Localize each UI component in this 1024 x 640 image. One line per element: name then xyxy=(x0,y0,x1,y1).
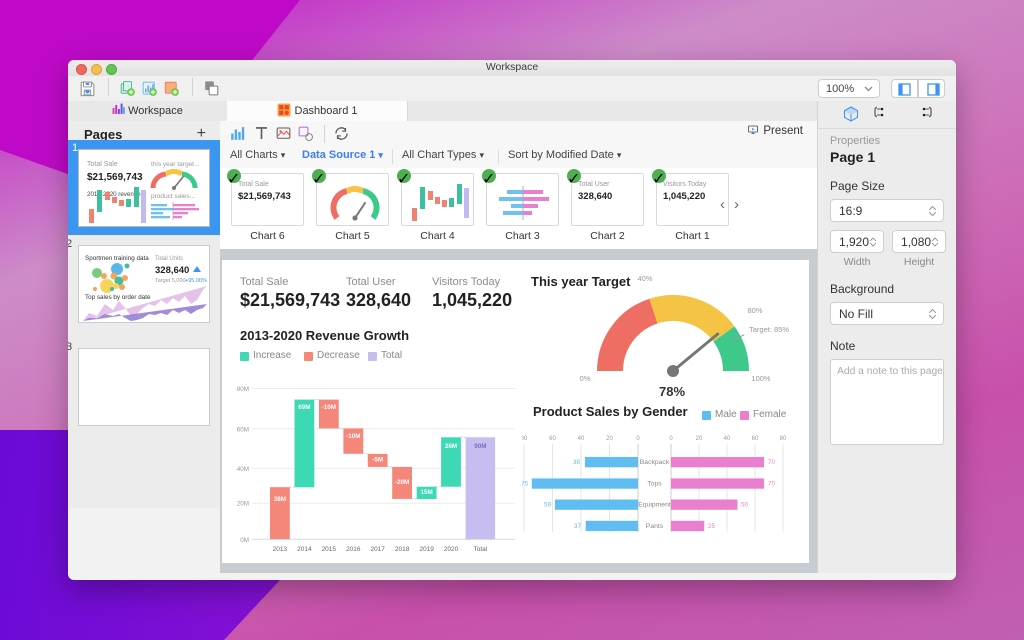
svg-text:this year target...: this year target... xyxy=(151,161,200,168)
svg-text:15M: 15M xyxy=(420,489,432,496)
svg-text:80: 80 xyxy=(780,436,787,442)
svg-text:2015: 2015 xyxy=(322,546,337,553)
svg-text:60: 60 xyxy=(752,436,759,442)
svg-text:-10M: -10M xyxy=(322,404,336,411)
svg-text:38M: 38M xyxy=(274,496,286,503)
svg-text:80M: 80M xyxy=(237,386,249,393)
svg-text:26M: 26M xyxy=(445,443,457,450)
svg-text:40M: 40M xyxy=(237,465,249,472)
svg-text:$21,569,743: $21,569,743 xyxy=(87,172,143,183)
svg-text:-10M: -10M xyxy=(346,432,360,439)
svg-text:20M: 20M xyxy=(237,500,249,507)
svg-text:37: 37 xyxy=(574,522,582,529)
svg-text:+95.00%: +95.00% xyxy=(185,278,207,284)
svg-text:80: 80 xyxy=(522,436,528,442)
svg-text:69M: 69M xyxy=(298,404,310,411)
svg-text:70: 70 xyxy=(768,480,776,487)
svg-text:75: 75 xyxy=(522,480,528,487)
svg-text:2014: 2014 xyxy=(297,546,312,553)
svg-text:40: 40 xyxy=(578,436,585,442)
svg-text:0: 0 xyxy=(669,436,673,442)
svg-text:2019: 2019 xyxy=(419,546,434,553)
svg-text:40%: 40% xyxy=(637,274,652,283)
svg-text:90M: 90M xyxy=(474,443,486,450)
svg-text:Backpack: Backpack xyxy=(640,459,670,466)
svg-text:20: 20 xyxy=(696,436,703,442)
svg-text:Total Units: Total Units xyxy=(155,256,183,262)
svg-text:-20M: -20M xyxy=(395,478,409,485)
svg-text:2013: 2013 xyxy=(273,546,288,553)
svg-text:2016: 2016 xyxy=(346,546,361,553)
svg-text:Pants: Pants xyxy=(646,522,664,529)
svg-text:Total: Total xyxy=(473,546,487,553)
svg-text:20: 20 xyxy=(606,436,613,442)
svg-text:0M: 0M xyxy=(240,536,249,543)
svg-text:50: 50 xyxy=(741,501,749,508)
svg-text:2020: 2020 xyxy=(444,546,459,553)
svg-text:328,640: 328,640 xyxy=(155,265,189,276)
svg-text:0%: 0% xyxy=(579,374,590,383)
svg-text:-5M: -5M xyxy=(372,456,383,463)
svg-text:59: 59 xyxy=(544,501,552,508)
svg-text:Top sales by order date: Top sales by order date xyxy=(85,294,151,301)
svg-text:Total Sale: Total Sale xyxy=(87,161,118,168)
svg-text:80%: 80% xyxy=(747,306,762,315)
svg-text:38: 38 xyxy=(573,459,581,466)
svg-text:Tops: Tops xyxy=(647,480,662,487)
svg-text:40: 40 xyxy=(724,436,731,442)
svg-text:100%: 100% xyxy=(751,374,771,383)
svg-text:product sales...: product sales... xyxy=(151,193,195,200)
svg-text:60: 60 xyxy=(549,436,556,442)
svg-text:2018: 2018 xyxy=(395,546,410,553)
svg-text:Target: 85%: Target: 85% xyxy=(749,325,789,334)
svg-text:60M: 60M xyxy=(237,426,249,433)
svg-text:Target 5,000: Target 5,000 xyxy=(155,278,186,284)
svg-text:70: 70 xyxy=(768,459,776,466)
svg-text:Sportmen training data: Sportmen training data xyxy=(85,255,149,262)
svg-text:2017: 2017 xyxy=(370,546,385,553)
svg-text:0: 0 xyxy=(636,436,640,442)
svg-text:25: 25 xyxy=(708,522,716,529)
svg-text:Equipment: Equipment xyxy=(638,501,671,508)
